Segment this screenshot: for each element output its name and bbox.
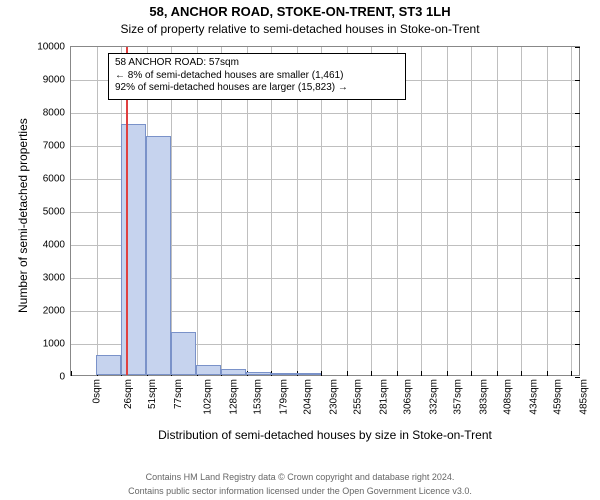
ytick-mark (575, 344, 580, 345)
xtick-label: 0sqm (91, 379, 102, 403)
y-axis-label: Number of semi-detached properties (16, 118, 30, 313)
xtick-label: 434sqm (528, 379, 539, 415)
xtick-mark (497, 371, 498, 376)
ytick-label: 2000 (43, 306, 71, 317)
xtick-mark (521, 371, 522, 376)
ytick-label: 1000 (43, 339, 71, 350)
annotation-box: 58 ANCHOR ROAD: 57sqm ← 8% of semi-detac… (108, 53, 406, 100)
xtick-label: 408sqm (503, 379, 514, 415)
xtick-mark (321, 371, 322, 376)
annotation-line-3: 92% of semi-detached houses are larger (… (115, 82, 399, 95)
footer-line-2: Contains public sector information licen… (0, 486, 600, 496)
grid-line (571, 47, 572, 375)
xtick-label: 26sqm (123, 379, 134, 409)
xtick-mark (397, 371, 398, 376)
x-axis-label: Distribution of semi-detached houses by … (70, 428, 580, 442)
ytick-mark (575, 179, 580, 180)
ytick-mark (575, 278, 580, 279)
ytick-mark (575, 377, 580, 378)
ytick-mark (575, 47, 580, 48)
xtick-mark (371, 371, 372, 376)
ytick-label: 3000 (43, 273, 71, 284)
xtick-label: 485sqm (578, 379, 589, 415)
ytick-label: 6000 (43, 174, 71, 185)
ytick-label: 7000 (43, 141, 71, 152)
xtick-label: 357sqm (453, 379, 464, 415)
grid-line (497, 47, 498, 375)
xtick-label: 332sqm (428, 379, 439, 415)
grid-line (471, 47, 472, 375)
xtick-label: 230sqm (328, 379, 339, 415)
xtick-mark (471, 371, 472, 376)
ytick-mark (575, 212, 580, 213)
page: { "title": { "line1": "58, ANCHOR ROAD, … (0, 0, 600, 500)
xtick-label: 102sqm (203, 379, 214, 415)
ytick-mark (575, 245, 580, 246)
histogram-bar (96, 355, 121, 375)
xtick-label: 179sqm (278, 379, 289, 415)
chart-title: 58, ANCHOR ROAD, STOKE-ON-TRENT, ST3 1LH (0, 4, 600, 19)
histogram-bar (121, 124, 146, 375)
xtick-label: 255sqm (353, 379, 364, 415)
xtick-mark (71, 371, 72, 376)
ytick-mark (575, 80, 580, 81)
ytick-mark (575, 113, 580, 114)
ytick-mark (575, 311, 580, 312)
xtick-label: 204sqm (303, 379, 314, 415)
xtick-label: 281sqm (378, 379, 389, 415)
histogram-bar (146, 136, 171, 375)
ytick-mark (575, 146, 580, 147)
grid-line (421, 47, 422, 375)
xtick-label: 383sqm (478, 379, 489, 415)
footer-line-1: Contains HM Land Registry data © Crown c… (0, 472, 600, 482)
ytick-label: 0 (59, 372, 71, 383)
histogram-bar (296, 373, 321, 375)
grid-line (521, 47, 522, 375)
histogram-bar (196, 365, 221, 375)
xtick-mark (547, 371, 548, 376)
grid-line (547, 47, 548, 375)
annotation-line-2: ← 8% of semi-detached houses are smaller… (115, 70, 399, 83)
grid-line (447, 47, 448, 375)
histogram-bar (171, 332, 196, 375)
xtick-label: 128sqm (228, 379, 239, 415)
xtick-mark (571, 371, 572, 376)
xtick-mark (447, 371, 448, 376)
annotation-line-1: 58 ANCHOR ROAD: 57sqm (115, 57, 399, 70)
xtick-label: 459sqm (553, 379, 564, 415)
histogram-bar (246, 372, 271, 375)
ytick-label: 8000 (43, 108, 71, 119)
ytick-label: 10000 (37, 42, 71, 53)
xtick-label: 77sqm (173, 379, 184, 409)
ytick-label: 9000 (43, 75, 71, 86)
xtick-label: 306sqm (403, 379, 414, 415)
ytick-label: 5000 (43, 207, 71, 218)
xtick-label: 51sqm (147, 379, 158, 409)
xtick-label: 153sqm (253, 379, 264, 415)
chart-subtitle: Size of property relative to semi-detach… (0, 22, 600, 36)
grid-line (97, 47, 98, 375)
xtick-mark (347, 371, 348, 376)
histogram-bar (271, 373, 296, 375)
histogram-bar (221, 369, 246, 375)
xtick-mark (421, 371, 422, 376)
ytick-label: 4000 (43, 240, 71, 251)
